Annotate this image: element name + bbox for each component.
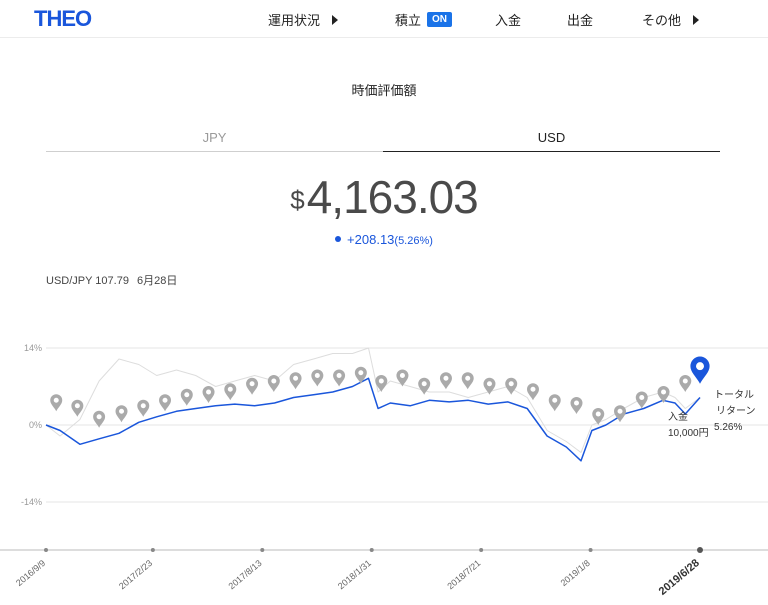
deposit-label: 入金: [668, 412, 688, 423]
tab-jpy[interactable]: JPY: [46, 130, 383, 152]
deposit-marker-icon[interactable]: [657, 386, 670, 403]
nav-label: 積立: [395, 13, 422, 28]
deposit-marker-icon[interactable]: [267, 375, 280, 392]
deposit-marker-icon[interactable]: [311, 369, 324, 387]
x-tick-dot: [260, 548, 265, 552]
currency-symbol: $: [290, 185, 305, 215]
deposit-marker-icon[interactable]: [635, 391, 648, 409]
deposit-marker-icon[interactable]: [570, 397, 583, 414]
deposit-marker-icon[interactable]: [115, 405, 128, 423]
fx-date: 6月28日: [136, 275, 178, 287]
deposit-marker-icon[interactable]: [224, 383, 237, 401]
nav-portfolio-status[interactable]: 運用状況: [268, 10, 339, 29]
x-tick-label: 2018/7/21: [445, 558, 482, 591]
deposit-marker-icon[interactable]: [202, 386, 215, 403]
deposit-annotation: 入金 10,000円: [668, 410, 709, 442]
theo-logo[interactable]: THEO: [34, 6, 92, 31]
deposit-marker-icon[interactable]: [439, 372, 452, 390]
total-return-value: 5.26%: [714, 422, 743, 433]
dot-icon: [335, 236, 342, 242]
deposit-marker-icon[interactable]: [246, 377, 259, 395]
section-title: 時価評価額: [351, 83, 417, 98]
triangle-right-icon: [332, 14, 339, 25]
top-header: THEO 運用状況 積立 ON 入金 出金 その他: [0, 0, 768, 38]
x-tick-label: 2019/6/28: [657, 557, 702, 598]
x-tick-label: 2017/2/23: [117, 558, 154, 591]
chart-svg[interactable]: 14% 0% -14% 2016/9/9 2017/2/23 2017/8/13 2018/…: [0, 330, 768, 605]
x-tick-dot: [697, 547, 703, 553]
nav-auto-invest[interactable]: 積立 ON: [395, 10, 453, 29]
portfolio-line: [45, 377, 701, 462]
fx-rate: USD/JPY 107.79 6月28日: [46, 272, 185, 288]
deposit-marker-icon[interactable]: [418, 377, 431, 395]
x-tick-dot: [369, 548, 374, 552]
deposit-marker-icon[interactable]: [461, 372, 474, 390]
nav-withdraw[interactable]: 出金: [567, 10, 593, 29]
deposit-marker-icon[interactable]: [483, 377, 496, 395]
value-change: +208.13(5.26%): [0, 232, 768, 247]
x-tick-label: 2017/8/13: [226, 558, 263, 591]
deposit-marker-icon[interactable]: [375, 375, 388, 392]
nav-label: その他: [642, 13, 682, 28]
change-percent: (5.26%): [394, 235, 433, 247]
x-tick-dot: [479, 548, 484, 552]
deposit-marker-icon[interactable]: [526, 383, 539, 401]
value-amount: 4,163.03: [306, 171, 479, 223]
deposit-amount: 10,000円: [668, 428, 709, 439]
y-tick-label: 14%: [24, 343, 42, 353]
x-tick-label: 2018/1/31: [336, 558, 373, 591]
deposit-marker-icon[interactable]: [137, 399, 150, 417]
deposit-marker-icon[interactable]: [505, 377, 518, 395]
y-tick-label: -14%: [21, 497, 42, 507]
total-return-line1: トータル: [714, 390, 754, 401]
on-badge: ON: [427, 12, 453, 27]
x-tick-dot: [44, 548, 48, 552]
nav-label: 出金: [567, 13, 594, 28]
y-tick-label: 0%: [29, 420, 42, 430]
x-tick-dot: [588, 548, 593, 552]
change-amount: +208.13: [347, 232, 395, 247]
deposit-marker-icon[interactable]: [679, 375, 692, 392]
deposit-marker-icon[interactable]: [289, 372, 302, 390]
nav-other[interactable]: その他: [642, 10, 700, 29]
deposit-marker-icon[interactable]: [614, 405, 627, 423]
deposit-marker-icon[interactable]: [93, 410, 106, 428]
total-return-annotation: トータル リターン 5.26%: [708, 388, 756, 436]
x-tick-label: 2016/9/9: [14, 558, 47, 588]
performance-chart[interactable]: 14% 0% -14% 2016/9/9 2017/2/23 2017/8/13 2018/…: [0, 330, 768, 605]
triangle-right-icon: [693, 14, 700, 25]
x-tick-dot: [150, 548, 155, 552]
deposit-marker-icon[interactable]: [333, 369, 346, 387]
deposit-marker-icon[interactable]: [50, 394, 63, 412]
deposit-marker-icon[interactable]: [354, 366, 367, 384]
nav-deposit[interactable]: 入金: [495, 10, 521, 29]
deposit-marker-icon[interactable]: [548, 394, 561, 412]
total-return-line2: リターン: [716, 406, 756, 417]
deposit-marker-icon[interactable]: [159, 394, 172, 412]
tab-usd[interactable]: USD: [383, 130, 720, 152]
x-tick-label: 2019/1/8: [559, 558, 592, 588]
market-value: $4,163.03: [0, 170, 768, 224]
fx-rate-label: USD/JPY 107.79: [46, 275, 129, 287]
current-marker-icon[interactable]: [690, 356, 710, 384]
deposit-marker-icon[interactable]: [71, 399, 84, 417]
deposit-marker-icon[interactable]: [396, 369, 409, 387]
nav-label: 運用状況: [268, 13, 321, 28]
deposit-marker-icon[interactable]: [180, 388, 193, 406]
nav-label: 入金: [495, 13, 522, 28]
deposit-marker-icon[interactable]: [592, 408, 605, 425]
